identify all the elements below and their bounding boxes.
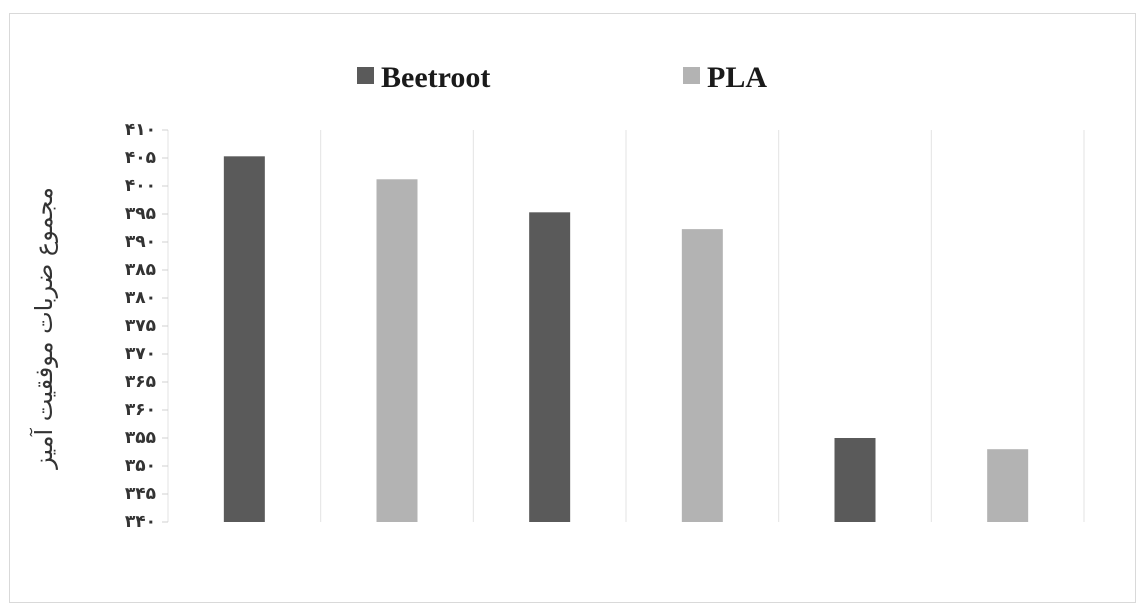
bar-beetroot-1: [223, 156, 265, 522]
legend-label-pla: PLA: [707, 61, 767, 94]
grid-lines: [167, 130, 1085, 522]
y-tick-label: ۳۴۰: [125, 512, 156, 532]
y-tick-label: ۳۷۵: [125, 316, 156, 336]
y-tick-label: ۴۰۵: [125, 148, 156, 168]
y-axis-label: مجموع ضربات موفقیت آمیز: [29, 187, 58, 470]
legend-label-beetroot: Beetroot: [381, 61, 490, 94]
y-tick-label: ۳۶۵: [125, 372, 156, 392]
y-tick-label: ۳۹۰: [125, 232, 156, 252]
bar-pla-3: [987, 449, 1029, 522]
legend-swatch-beetroot: [357, 67, 374, 84]
y-tick-label: ۴۰۰: [125, 176, 156, 196]
bar-beetroot-2: [529, 212, 571, 522]
legend-item-pla: PLA: [683, 61, 767, 94]
y-tick-label: ۳۹۵: [125, 204, 156, 224]
legend-item-beetroot: Beetroot: [357, 61, 490, 94]
bar-beetroot-3: [834, 438, 876, 522]
y-axis-ticks: ۳۴۰ ۳۴۵ ۳۵۰ ۳۵۵ ۳۶۰ ۳۶۵ ۳۷۰ ۳۷۵ ۳۸۰ ۳۸۵ ۳۹۰ ۳۹۵ ۴۰۰ ۴…: [125, 120, 168, 532]
y-tick-label: ۳۵۰: [125, 456, 156, 476]
bars: [223, 156, 1029, 522]
bar-pla-2: [681, 229, 723, 522]
y-tick-label: ۳۶۰: [125, 400, 156, 420]
chart-frame: [9, 13, 1136, 603]
bar-pla-1: [376, 179, 418, 522]
legend-swatch-pla: [683, 67, 700, 84]
y-tick-label: ۴۱۰: [125, 120, 156, 140]
y-tick-label: ۳۸۵: [125, 260, 156, 280]
y-tick-label: ۳۵۵: [125, 428, 156, 448]
y-tick-label: ۳۸۰: [125, 288, 156, 308]
y-tick-label: ۳۴۵: [125, 484, 156, 504]
legend: Beetroot PLA: [357, 61, 767, 94]
y-tick-label: ۳۷۰: [125, 344, 156, 364]
